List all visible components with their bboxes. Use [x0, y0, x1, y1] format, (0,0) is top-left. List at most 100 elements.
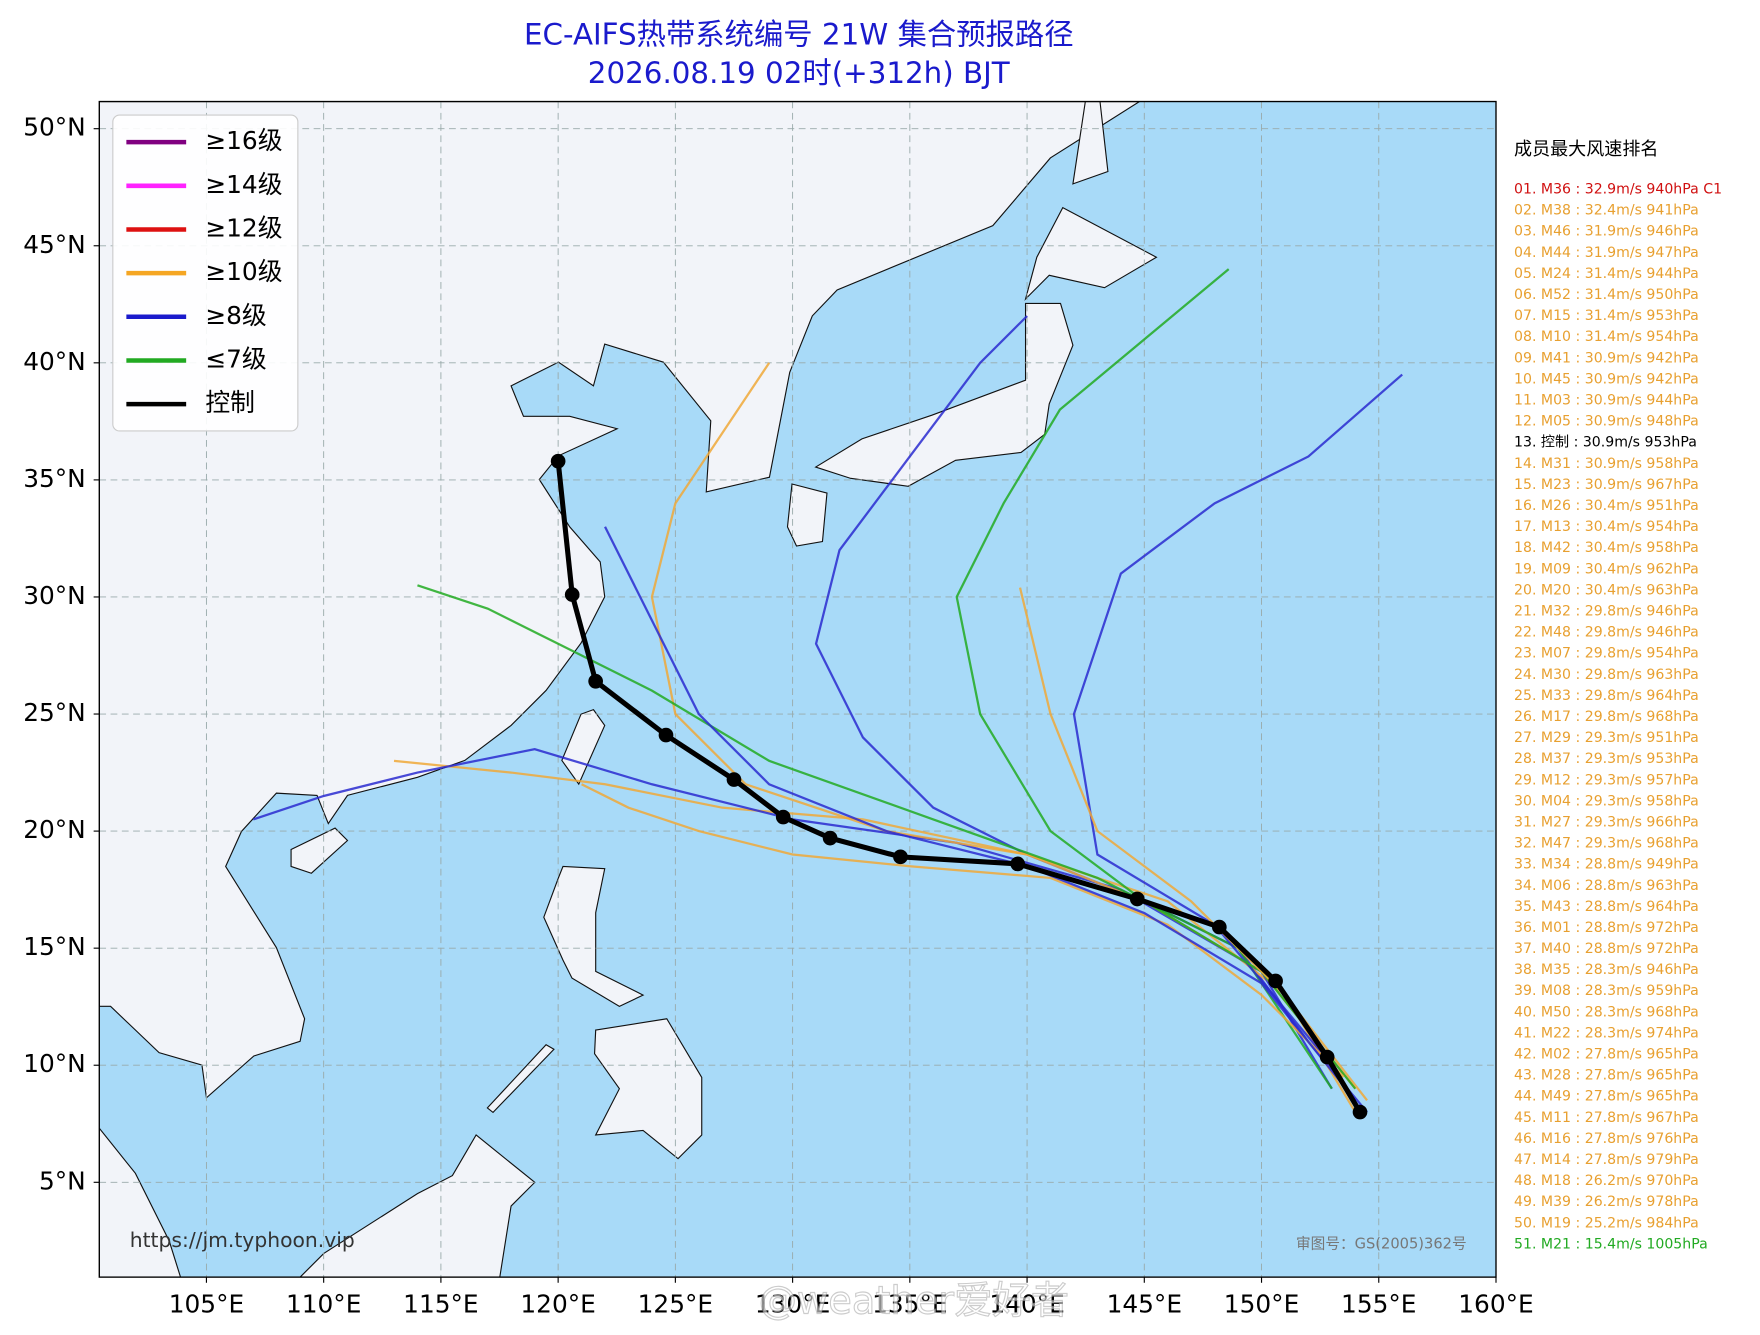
ranking-entry: 32. M47 : 29.3m/s 968hPa	[1514, 836, 1699, 852]
legend-label: 控制	[205, 388, 255, 417]
ranking-entry: 08. M10 : 31.4m/s 954hPa	[1514, 329, 1699, 345]
kyushu	[786, 483, 828, 547]
ranking-entry: 04. M44 : 31.9m/s 947hPa	[1514, 245, 1699, 261]
ranking-entry: 46. M16 : 27.8m/s 976hPa	[1514, 1131, 1699, 1147]
y-tick-label: 35°N	[23, 464, 86, 493]
taiwan	[561, 708, 606, 786]
ranking-title: 成员最大风速排名	[1514, 139, 1658, 160]
control-point	[1211, 919, 1227, 935]
control-point	[726, 772, 742, 787]
control-point	[564, 587, 580, 602]
y-tick-label: 45°N	[23, 230, 86, 259]
chart-title: EC-AIFS热带系统编号 21W 集合预报路径	[524, 18, 1074, 52]
ranking-entry: 29. M12 : 29.3m/s 957hPa	[1514, 772, 1699, 788]
malay	[99, 1127, 182, 1278]
approval: 审图号：GS(2005)362号	[1296, 1235, 1467, 1252]
y-tick-label: 20°N	[23, 815, 86, 844]
ranking-entry: 16. M26 : 30.4m/s 951hPa	[1514, 498, 1699, 514]
control-point	[893, 849, 908, 865]
x-tick-label: 135°E	[872, 1289, 947, 1318]
member-track	[1072, 373, 1403, 1066]
ranking-entry: 51. M21 : 15.4m/s 1005hPa	[1514, 1236, 1708, 1252]
legend-label: ≥16级	[205, 126, 282, 155]
legend-label: ≤7级	[205, 344, 266, 373]
ranking-entry: 06. M52 : 31.4m/s 950hPa	[1514, 287, 1699, 303]
ranking-entry: 35. M43 : 28.8m/s 964hPa	[1514, 899, 1699, 915]
ranking-entry: 19. M09 : 30.4m/s 962hPa	[1514, 561, 1699, 577]
map	[99, 101, 1496, 1278]
x-tick-label: 155°E	[1341, 1289, 1416, 1318]
palawan	[486, 1044, 555, 1114]
legend-label: ≥14级	[205, 170, 282, 199]
ranking-entry: 39. M08 : 28.3m/s 959hPa	[1514, 983, 1699, 999]
ranking-entry: 10. M45 : 30.9m/s 942hPa	[1514, 371, 1699, 387]
x-tick-label: 145°E	[1107, 1289, 1182, 1318]
ranking-entry: 34. M06 : 28.8m/s 963hPa	[1514, 878, 1699, 894]
control-track	[555, 460, 1363, 1114]
ranking-entry: 23. M07 : 29.8m/s 954hPa	[1514, 646, 1699, 662]
x-tick-label: 160°E	[1458, 1289, 1533, 1318]
honshu	[814, 302, 1074, 487]
y-tick-label: 30°N	[23, 581, 86, 610]
chart-subtitle: 2026.08.19 02时(+312h) BJT	[588, 56, 1010, 90]
ranking-entry: 36. M01 : 28.8m/s 972hPa	[1514, 920, 1699, 936]
ranking-entry: 15. M23 : 30.9m/s 967hPa	[1514, 477, 1699, 493]
control-point	[588, 673, 603, 689]
control-point	[1129, 891, 1145, 907]
y-tick-label: 10°N	[23, 1049, 86, 1078]
borneo	[299, 1134, 536, 1278]
ranking-entry: 40. M50 : 28.3m/s 968hPa	[1514, 1004, 1699, 1020]
ranking-entry: 12. M05 : 30.9m/s 948hPa	[1514, 414, 1699, 430]
ranking-entry: 44. M49 : 27.8m/s 965hPa	[1514, 1089, 1699, 1105]
control-point	[822, 830, 838, 846]
x-tick-label: 130°E	[755, 1289, 830, 1318]
source: https://jm.typhoon.vip	[130, 1228, 355, 1252]
control-point	[775, 809, 791, 825]
ranking-entry: 05. M24 : 31.4m/s 944hPa	[1514, 266, 1699, 282]
x-tick-label: 120°E	[520, 1289, 595, 1318]
axes: 105°E 110°E 115°E 120°E 125°E 130°E 135°E 140°E…	[23, 113, 1534, 1319]
legend-box	[112, 114, 299, 432]
y-tick-label: 50°N	[23, 113, 86, 142]
y-tick-label: 25°N	[23, 698, 86, 727]
ranking-entry: 48. M18 : 26.2m/s 970hPa	[1514, 1173, 1699, 1189]
legend-label: ≥12级	[205, 213, 282, 242]
control-point	[1352, 1104, 1368, 1120]
ranking-entry: 37. M40 : 28.8m/s 972hPa	[1514, 941, 1699, 957]
ranking-entry: 47. M14 : 27.8m/s 979hPa	[1514, 1152, 1699, 1168]
hokkaido	[1024, 206, 1158, 301]
control-point	[1268, 973, 1283, 989]
ranking-entry: 43. M28 : 27.8m/s 965hPa	[1514, 1068, 1699, 1084]
y-tick-label: 5°N	[39, 1166, 86, 1195]
ranking-entry: 07. M15 : 31.4m/s 953hPa	[1514, 308, 1699, 324]
tracks	[252, 268, 1403, 1120]
legend-label: ≥8级	[205, 301, 266, 330]
x-tick-label: 105°E	[169, 1289, 244, 1318]
ranking-entry: 09. M41 : 30.9m/s 942hPa	[1514, 350, 1699, 366]
ranking-entry: 24. M30 : 29.8m/s 963hPa	[1514, 667, 1699, 683]
ranking-entry: 50. M19 : 25.2m/s 984hPa	[1514, 1215, 1699, 1231]
ranking-entry: 21. M32 : 29.8m/s 946hPa	[1514, 603, 1699, 619]
x-tick-label: 110°E	[286, 1289, 361, 1318]
ranking-entry: 03. M46 : 31.9m/s 946hPa	[1514, 224, 1699, 240]
member-track	[417, 584, 1333, 1090]
y-tick-label: 15°N	[23, 932, 86, 961]
ranking-entry: 27. M29 : 29.3m/s 951hPa	[1514, 730, 1699, 746]
ranking-entry: 38. M35 : 28.3m/s 946hPa	[1514, 962, 1699, 978]
watermark: @weather爱好者	[759, 1279, 1070, 1324]
control-point	[1010, 856, 1026, 872]
ranking-entry: 45. M11 : 27.8m/s 967hPa	[1514, 1110, 1699, 1126]
ranking: 01. M36 : 32.9m/s 940hPa C1 02. M38 : 32.…	[1514, 182, 1722, 1253]
ranking-entry: 22. M48 : 29.8m/s 946hPa	[1514, 625, 1699, 641]
ranking-entry: 20. M20 : 30.4m/s 963hPa	[1514, 582, 1699, 598]
ranking-entry: 26. M17 : 29.8m/s 968hPa	[1514, 709, 1699, 725]
x-tick-label: 140°E	[989, 1289, 1064, 1318]
ranking-entry: 01. M36 : 32.9m/s 940hPa C1	[1514, 182, 1722, 198]
luzon	[543, 865, 645, 1007]
ranking-entry: 49. M39 : 26.2m/s 978hPa	[1514, 1194, 1699, 1210]
ranking-entry: 13. 控制 : 30.9m/s 953hPa	[1514, 435, 1697, 451]
